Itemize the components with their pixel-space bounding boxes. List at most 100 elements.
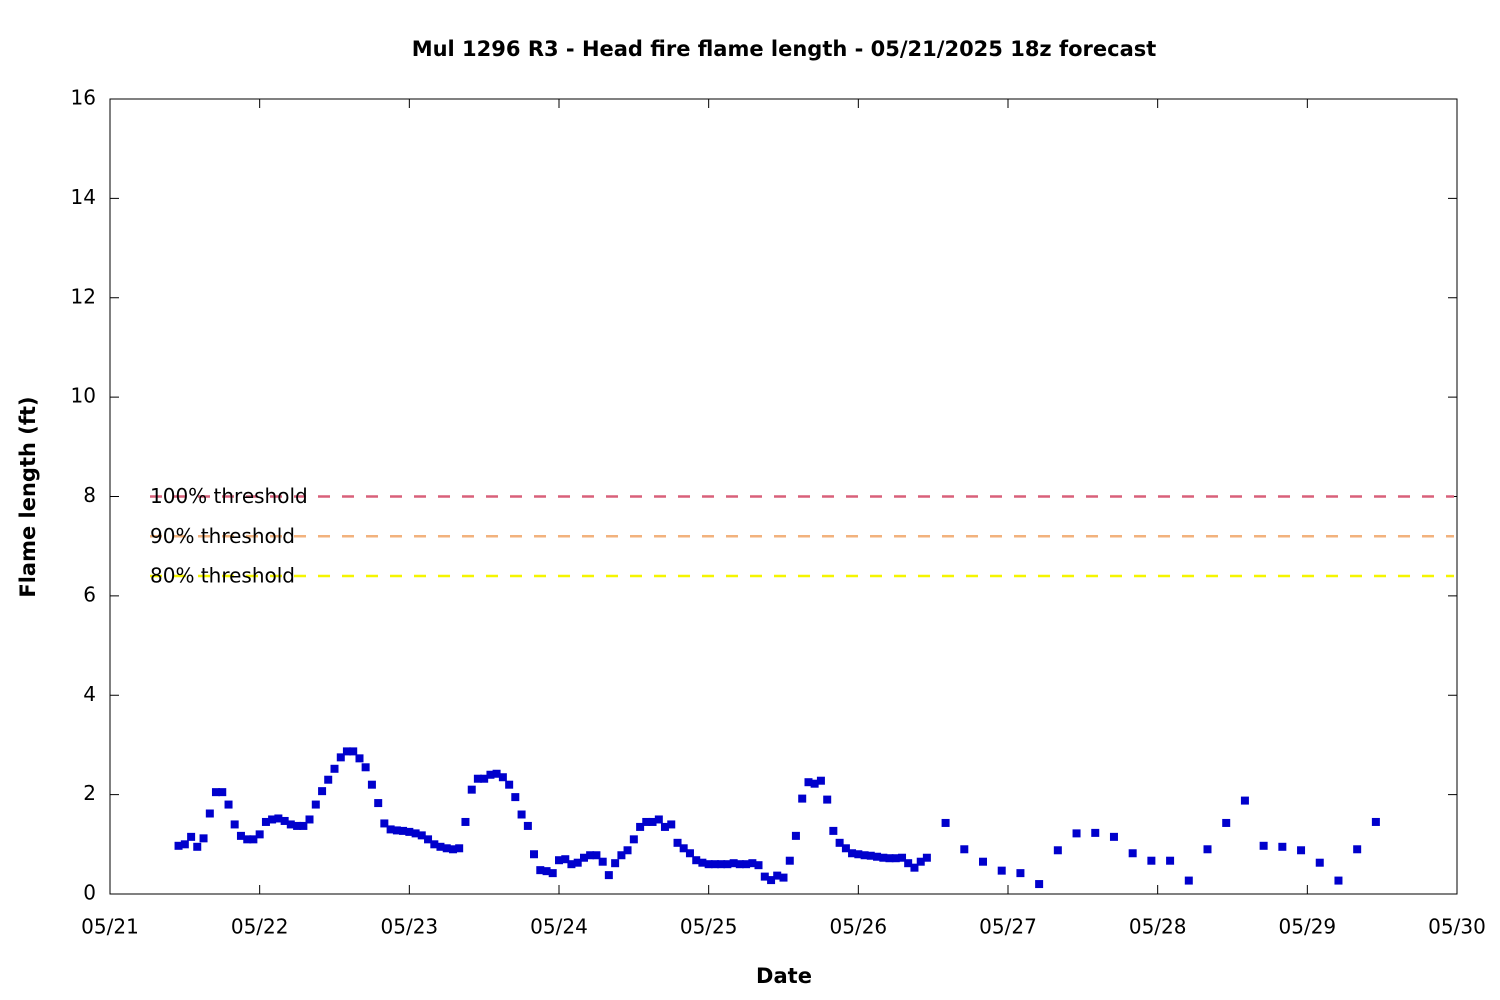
x-tick-label: 05/25 (680, 915, 738, 939)
data-point (773, 871, 782, 880)
data-point (286, 820, 295, 829)
data-point (785, 856, 794, 865)
data-point (548, 869, 557, 878)
data-point (848, 849, 857, 858)
data-point (205, 809, 214, 818)
x-tick-label: 05/21 (81, 915, 139, 939)
data-point (224, 800, 233, 809)
data-point (199, 834, 208, 843)
data-point (492, 769, 501, 778)
y-tick-label: 2 (83, 781, 96, 805)
data-point (449, 845, 458, 854)
data-point (523, 821, 532, 830)
y-tick-label: 0 (83, 881, 96, 905)
data-point (424, 835, 433, 844)
y-tick-label: 10 (71, 384, 96, 408)
data-point (592, 851, 601, 860)
data-point (399, 826, 408, 835)
y-axis-title: Flame length (ft) (16, 396, 40, 597)
data-point (791, 831, 800, 840)
data-point (511, 793, 520, 802)
data-point (904, 859, 913, 868)
data-point (255, 830, 264, 839)
data-point (274, 814, 283, 823)
data-point (629, 835, 638, 844)
data-point (979, 857, 988, 866)
data-point (299, 821, 308, 830)
data-point (180, 840, 189, 849)
data-point (536, 866, 545, 875)
data-point (392, 826, 401, 835)
y-tick-label: 6 (83, 582, 96, 606)
x-tick-label: 05/24 (530, 915, 588, 939)
x-tick-label: 05/30 (1428, 915, 1486, 939)
data-point (1334, 876, 1343, 885)
data-point (698, 858, 707, 867)
data-point (829, 826, 838, 835)
data-point (717, 860, 726, 869)
data-point (885, 854, 894, 863)
data-point (673, 838, 682, 847)
data-point (498, 773, 507, 782)
data-point (1166, 856, 1175, 865)
data-point (1091, 828, 1100, 837)
x-tick-label: 05/26 (830, 915, 888, 939)
data-point (823, 795, 832, 804)
data-point (193, 842, 202, 851)
x-tick-label: 05/22 (231, 915, 289, 939)
y-tick-label: 4 (83, 682, 96, 706)
data-point (623, 846, 632, 855)
data-point (748, 859, 757, 868)
data-point (417, 831, 426, 840)
data-point (835, 838, 844, 847)
threshold-label: 80% threshold (150, 564, 295, 588)
data-point (922, 853, 931, 862)
data-point (367, 780, 376, 789)
data-point (1184, 876, 1193, 885)
data-point (243, 835, 252, 844)
data-point (611, 859, 620, 868)
data-point (355, 754, 364, 763)
x-tick-label: 05/23 (381, 915, 439, 939)
data-point (230, 820, 239, 829)
data-point (636, 822, 645, 831)
data-point (692, 856, 701, 865)
data-point (735, 860, 744, 869)
threshold-label: 90% threshold (150, 524, 295, 548)
data-point (723, 860, 732, 869)
data-point (486, 770, 495, 779)
data-point (542, 867, 551, 876)
data-point (679, 844, 688, 853)
data-point (997, 866, 1006, 875)
data-point (480, 774, 489, 783)
data-point (654, 815, 663, 824)
x-tick-label: 05/29 (1279, 915, 1337, 939)
data-point (318, 787, 327, 796)
data-point (1147, 856, 1156, 865)
data-point (767, 876, 776, 885)
data-point (293, 821, 302, 830)
data-point (660, 822, 669, 831)
data-point (685, 849, 694, 858)
data-point (324, 775, 333, 784)
data-point (579, 853, 588, 862)
data-point (816, 776, 825, 785)
data-point (261, 817, 270, 826)
data-point (517, 810, 526, 819)
y-tick-label: 8 (83, 483, 96, 507)
threshold-label: 100% threshold (150, 484, 308, 508)
data-point (268, 815, 277, 824)
data-point (436, 842, 445, 851)
data-point (1016, 869, 1025, 878)
data-point (1053, 846, 1062, 855)
data-point (342, 747, 351, 756)
data-point (430, 840, 439, 849)
data-point (642, 817, 651, 826)
data-point (567, 860, 576, 869)
data-point (1353, 845, 1362, 854)
data-point (854, 850, 863, 859)
data-point (336, 753, 345, 762)
data-point (1371, 817, 1380, 826)
data-point (804, 778, 813, 787)
data-point (916, 857, 925, 866)
